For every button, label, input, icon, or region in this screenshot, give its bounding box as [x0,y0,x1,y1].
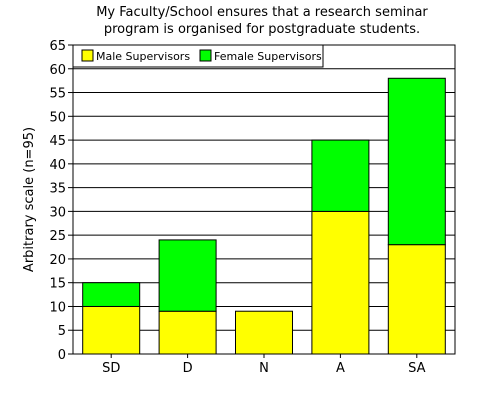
y-tick-label: 0 [58,348,66,363]
chart-title: My Faculty/School ensures that a researc… [96,5,428,37]
y-axis-label: Arbitrary scale (n=95) [22,127,37,272]
y-tick-label: 30 [49,205,66,220]
y-axis: 0 5 10 15 20 25 30 35 40 45 50 55 60 65 [49,39,73,363]
bar-male-sa [387,244,446,355]
x-tick-label: A [336,361,345,376]
x-tick-label: N [259,361,269,376]
y-tick-label: 35 [49,182,66,197]
y-tick-label: 5 [58,324,66,339]
x-axis: SD D N A SA [102,354,426,376]
x-tick-label: SD [102,361,120,376]
x-tick-label: SA [408,361,425,376]
chart-title-line-1: My Faculty/School ensures that a researc… [96,5,428,20]
bar-female-a [311,139,370,212]
y-tick-label: 65 [49,39,66,54]
legend-box [72,44,324,68]
bar-male-sd [82,305,141,355]
bar-female-d [158,239,217,312]
y-tick-label: 25 [49,229,66,244]
y-tick-label: 50 [49,110,66,125]
bar-female-sa [387,77,446,246]
bar-male-a [311,210,370,355]
y-tick-label: 10 [49,300,66,315]
x-tick-label: D [183,361,193,376]
y-tick-label: 45 [49,134,66,149]
legend: Male Supervisors Female Supervisors [72,44,324,68]
legend-swatch-female [199,49,212,62]
legend-label-male: Male Supervisors [96,50,190,63]
chart-title-line-2: program is organised for postgraduate st… [104,22,420,37]
legend-swatch-male [81,49,94,62]
y-tick-label: 20 [49,253,66,268]
y-tick-label: 40 [49,158,66,173]
bars [82,77,446,355]
bar-male-n [235,310,293,355]
bar-female-sd [82,282,141,307]
legend-label-female: Female Supervisors [214,50,322,63]
y-tick-label: 55 [49,87,66,102]
y-tick-label: 15 [49,277,66,292]
y-tick-label: 60 [49,63,66,78]
bar-male-d [158,310,217,355]
